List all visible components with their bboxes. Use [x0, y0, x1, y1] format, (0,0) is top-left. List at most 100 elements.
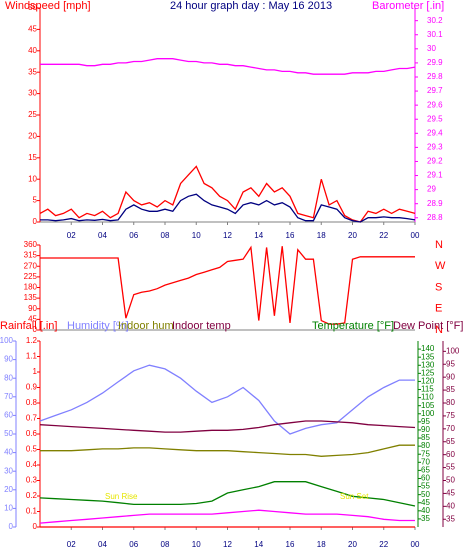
- axis-label: Temperature [°F]: [312, 320, 394, 332]
- x-tick-label: 02: [67, 231, 76, 240]
- y-tick-label: 30: [427, 44, 436, 53]
- x-tick-label: 16: [286, 231, 295, 240]
- y-tick-label: 40: [4, 448, 13, 457]
- y-tick-label: 270: [24, 261, 38, 270]
- y-tick-label: 0.6: [26, 429, 38, 438]
- y-tick-label: 95: [446, 359, 455, 368]
- axis-label: Dew Point [°F]: [393, 320, 463, 332]
- y-tick-label: 85: [421, 433, 430, 442]
- y-tick-label: 0: [9, 522, 14, 531]
- x-tick-label: 10: [192, 231, 201, 240]
- y-tick-label: 360: [24, 240, 38, 249]
- y-tick-label: 15: [28, 153, 37, 162]
- y-tick-label: 25: [28, 110, 37, 119]
- y-tick-label: 80: [4, 373, 13, 382]
- y-tick-label: 28.9: [427, 199, 443, 208]
- x-tick-label: 06: [129, 540, 138, 549]
- y-tick-label: 29.9: [427, 58, 443, 67]
- series-line: [40, 193, 416, 223]
- y-tick-label: 60: [421, 474, 430, 483]
- y-tick-label: 100: [421, 409, 435, 418]
- axis-label: Humidity [%]: [67, 320, 129, 332]
- y-tick-label: 225: [24, 272, 38, 281]
- y-tick-label: 30: [4, 466, 13, 475]
- x-tick-label: 08: [161, 231, 170, 240]
- x-tick-label: 14: [254, 540, 263, 549]
- y-tick-label: 95: [421, 417, 430, 426]
- legend-label: Indoor temp: [172, 320, 231, 332]
- y-tick-label: 100: [0, 336, 14, 345]
- y-tick-label: 29.4: [427, 128, 443, 137]
- y-tick-label: 135: [421, 352, 435, 361]
- axis-label: Windspeed [mph]: [5, 0, 91, 12]
- y-tick-label: 28.8: [427, 213, 443, 222]
- y-tick-label: 1.1: [26, 352, 38, 361]
- y-tick-label: 80: [421, 441, 430, 450]
- y-tick-label: 0.1: [26, 507, 38, 516]
- y-tick-label: 0.7: [26, 414, 38, 423]
- y-tick-label: 0.5: [26, 445, 38, 454]
- y-tick-label: 0.9: [26, 383, 38, 392]
- y-tick-label: 75: [446, 411, 455, 420]
- axis-label: Rainfall [.in]: [0, 320, 57, 332]
- y-tick-label: 30.1: [427, 30, 443, 39]
- x-tick-label: 06: [129, 231, 138, 240]
- series-line: [40, 245, 415, 325]
- y-tick-label: 140: [421, 344, 435, 353]
- y-tick-label: 110: [421, 393, 434, 402]
- y-tick-label: 1: [33, 367, 38, 376]
- y-tick-label: 29.8: [427, 72, 443, 81]
- y-tick-label: 0.3: [26, 476, 38, 485]
- y-tick-label: N: [435, 324, 443, 336]
- x-tick-label: 00: [411, 540, 420, 549]
- y-tick-label: 45: [28, 25, 37, 34]
- y-tick-label: 315: [24, 251, 38, 260]
- y-tick-label: 29.5: [427, 114, 443, 123]
- x-tick-label: 04: [98, 540, 107, 549]
- y-tick-label: 10: [4, 504, 13, 513]
- y-tick-label: 40: [421, 506, 430, 515]
- x-tick-label: 22: [379, 540, 388, 549]
- y-tick-label: 20: [28, 132, 37, 141]
- y-tick-label: N: [435, 239, 443, 251]
- y-tick-label: 10: [28, 174, 37, 183]
- y-tick-label: 105: [421, 401, 435, 410]
- y-tick-label: 70: [4, 392, 13, 401]
- x-tick-label: 12: [223, 231, 232, 240]
- y-tick-label: 180: [24, 283, 38, 292]
- y-tick-label: 40: [28, 46, 37, 55]
- y-tick-label: 90: [28, 304, 37, 313]
- y-tick-label: 0.4: [26, 460, 38, 469]
- y-tick-label: 29: [427, 185, 436, 194]
- x-tick-label: 20: [348, 231, 357, 240]
- x-tick-label: 12: [223, 540, 232, 549]
- series-line: [39, 165, 416, 223]
- y-tick-label: 55: [446, 463, 455, 472]
- x-tick-label: 22: [379, 231, 388, 240]
- y-tick-label: 125: [421, 368, 435, 377]
- y-tick-label: 5: [33, 196, 38, 205]
- x-tick-label: 08: [161, 540, 170, 549]
- y-tick-label: 115: [421, 385, 434, 394]
- series-line: [40, 444, 415, 457]
- y-tick-label: 120: [421, 377, 435, 386]
- y-tick-label: 130: [421, 360, 435, 369]
- y-tick-label: 29.6: [427, 100, 443, 109]
- y-tick-label: 40: [446, 501, 455, 510]
- y-tick-label: E: [435, 303, 442, 315]
- y-tick-label: 0.2: [26, 491, 38, 500]
- y-tick-label: 75: [421, 449, 430, 458]
- x-tick-label: 04: [98, 231, 107, 240]
- y-tick-label: 0.8: [26, 398, 38, 407]
- y-tick-label: 45: [421, 498, 430, 507]
- y-tick-label: 50: [28, 3, 37, 12]
- y-tick-label: 35: [446, 514, 455, 523]
- y-tick-label: 90: [446, 372, 455, 381]
- y-tick-label: 65: [446, 437, 455, 446]
- y-tick-label: 50: [446, 476, 455, 485]
- y-tick-label: 85: [446, 385, 455, 394]
- y-tick-label: 135: [24, 293, 38, 302]
- x-tick-label: 10: [192, 540, 201, 549]
- x-tick-label: 20: [348, 540, 357, 549]
